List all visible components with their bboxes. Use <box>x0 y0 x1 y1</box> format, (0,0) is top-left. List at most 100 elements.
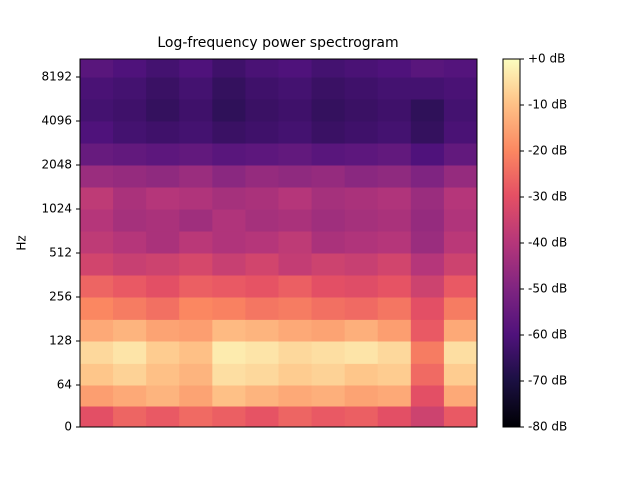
heat-cell <box>212 98 246 122</box>
heat-cell <box>113 98 147 122</box>
heat-cell <box>146 121 180 144</box>
heat-cell <box>311 98 346 122</box>
heat-cell <box>212 59 246 78</box>
heat-cell <box>278 385 313 407</box>
heat-cell <box>179 77 213 100</box>
heat-cell <box>113 341 147 364</box>
heat-cell <box>410 275 445 298</box>
heat-cell <box>113 59 147 78</box>
heat-cell <box>212 253 246 276</box>
heat-cell <box>245 77 279 100</box>
heat-cell <box>410 98 445 122</box>
heat-cell <box>344 98 379 122</box>
heat-cell <box>344 231 379 254</box>
heat-cell <box>443 385 478 407</box>
chart-title: Log-frequency power spectrogram <box>157 35 398 51</box>
heat-cell <box>344 165 379 188</box>
heat-cell <box>245 275 279 298</box>
heat-cell <box>179 406 213 428</box>
heat-cell <box>410 406 445 428</box>
heat-cell <box>344 297 379 320</box>
colorbar-tick-label: -20 dB <box>528 144 567 158</box>
heat-cell <box>113 209 147 232</box>
heat-cell <box>410 319 445 342</box>
heat-cell <box>212 143 246 166</box>
heat-cell <box>344 59 379 78</box>
heat-cell <box>146 406 180 428</box>
heat-cell <box>80 121 114 144</box>
heat-cell <box>212 275 246 298</box>
heat-cell <box>113 165 147 188</box>
heat-cell <box>179 143 213 166</box>
heat-cell <box>278 253 313 276</box>
heat-cell <box>80 341 114 364</box>
heat-cell <box>344 406 379 428</box>
heat-cell <box>113 231 147 254</box>
heat-cell <box>311 253 346 276</box>
heat-cell <box>179 59 213 78</box>
heat-cell <box>377 275 412 298</box>
heat-cell <box>113 253 147 276</box>
y-tick-label: 512 <box>49 246 72 260</box>
heat-cell <box>311 406 346 428</box>
heat-cell <box>80 253 114 276</box>
heat-cell <box>311 385 346 407</box>
heat-cell <box>212 209 246 232</box>
heat-cell <box>443 406 478 428</box>
heat-cell <box>377 385 412 407</box>
heat-cell <box>377 121 412 144</box>
heat-cell <box>410 143 445 166</box>
heat-cell <box>80 385 114 407</box>
heat-cell <box>377 187 412 210</box>
heat-cell <box>410 59 445 78</box>
heat-cell <box>245 165 279 188</box>
heat-cell <box>311 209 346 232</box>
heat-cell <box>146 275 180 298</box>
heat-cell <box>443 77 478 100</box>
heat-cell <box>212 77 246 100</box>
heat-cell <box>443 121 478 144</box>
heat-cell <box>146 319 180 342</box>
heat-cell <box>146 363 180 386</box>
heat-cell <box>443 231 478 254</box>
heat-cell <box>443 209 478 232</box>
heat-cell <box>443 319 478 342</box>
heat-cell <box>80 143 114 166</box>
heat-cell <box>80 98 114 122</box>
heat-cell <box>377 341 412 364</box>
heat-cell <box>80 187 114 210</box>
heat-cell <box>410 253 445 276</box>
colorbar-tick-label: -50 dB <box>528 282 567 296</box>
heat-cell <box>113 385 147 407</box>
heat-cell <box>410 165 445 188</box>
heat-cell <box>344 363 379 386</box>
heat-cell <box>146 253 180 276</box>
heat-cell <box>311 275 346 298</box>
heat-cell <box>179 121 213 144</box>
heat-cell <box>278 275 313 298</box>
heat-cell <box>377 253 412 276</box>
heat-cell <box>80 77 114 100</box>
heat-cell <box>278 77 313 100</box>
heat-cell <box>344 143 379 166</box>
heat-cell <box>278 121 313 144</box>
heat-cell <box>245 253 279 276</box>
colorbar-tick-label: -30 dB <box>528 190 567 204</box>
heat-cell <box>443 341 478 364</box>
colorbar-tick-label: -70 dB <box>528 374 567 388</box>
heat-cell <box>410 187 445 210</box>
heat-cell <box>278 143 313 166</box>
heat-cell <box>146 187 180 210</box>
heat-cell <box>179 98 213 122</box>
heat-cell <box>245 341 279 364</box>
heat-cell <box>410 231 445 254</box>
heat-cell <box>179 363 213 386</box>
heat-cell <box>80 231 114 254</box>
heat-cell <box>212 341 246 364</box>
heat-cell <box>311 77 346 100</box>
heat-cell <box>179 319 213 342</box>
heat-cell <box>179 253 213 276</box>
heat-cell <box>278 319 313 342</box>
heat-cell <box>377 297 412 320</box>
heat-cell <box>377 165 412 188</box>
